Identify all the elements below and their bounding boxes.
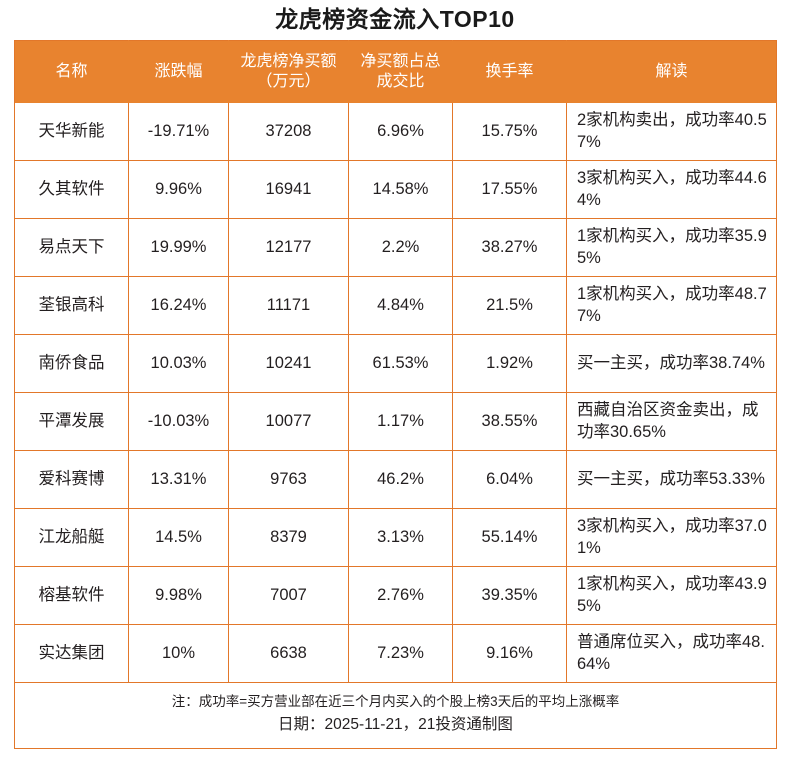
cell-name: 江龙船艇 bbox=[14, 508, 129, 567]
column-header-net-ratio: 净买额占总成交比 bbox=[348, 40, 453, 103]
cell-name: 荃银高科 bbox=[14, 276, 129, 335]
table-row: 南侨食品 10.03% 10241 61.53% 1.92% 买一主买，成功率3… bbox=[14, 334, 777, 393]
cell-name: 南侨食品 bbox=[14, 334, 129, 393]
table-row: 平潭发展 -10.03% 10077 1.17% 38.55% 西藏自治区资金卖… bbox=[14, 392, 777, 451]
cell-change: 19.99% bbox=[128, 218, 229, 277]
cell-change: 9.98% bbox=[128, 566, 229, 625]
table-row: 久其软件 9.96% 16941 14.58% 17.55% 3家机构买入，成功… bbox=[14, 160, 777, 219]
table-row: 榕基软件 9.98% 7007 2.76% 39.35% 1家机构买入，成功率4… bbox=[14, 566, 777, 625]
cell-note: 1家机构买入，成功率43.95% bbox=[566, 566, 777, 625]
cell-note: 3家机构买入，成功率37.01% bbox=[566, 508, 777, 567]
cell-net-buy: 9763 bbox=[228, 450, 349, 509]
lhb-table: 名称 涨跌幅 龙虎榜净买额（万元） 净买额占总成交比 换手率 解读 天华新能 -… bbox=[14, 40, 777, 750]
cell-net-ratio: 61.53% bbox=[348, 334, 453, 393]
cell-name: 爱科赛博 bbox=[14, 450, 129, 509]
table-header: 名称 涨跌幅 龙虎榜净买额（万元） 净买额占总成交比 换手率 解读 bbox=[14, 40, 777, 103]
cell-turnover: 9.16% bbox=[452, 624, 567, 683]
cell-turnover: 55.14% bbox=[452, 508, 567, 567]
cell-change: -19.71% bbox=[128, 102, 229, 161]
column-header-turnover: 换手率 bbox=[452, 40, 567, 103]
header-row: 名称 涨跌幅 龙虎榜净买额（万元） 净买额占总成交比 换手率 解读 bbox=[14, 40, 777, 103]
cell-net-buy: 10241 bbox=[228, 334, 349, 393]
cell-net-buy: 37208 bbox=[228, 102, 349, 161]
cell-change: 13.31% bbox=[128, 450, 229, 509]
cell-note: 1家机构买入，成功率48.77% bbox=[566, 276, 777, 335]
cell-net-buy: 12177 bbox=[228, 218, 349, 277]
table-row: 荃银高科 16.24% 11171 4.84% 21.5% 1家机构买入，成功率… bbox=[14, 276, 777, 335]
cell-turnover: 6.04% bbox=[452, 450, 567, 509]
cell-turnover: 17.55% bbox=[452, 160, 567, 219]
footer-note: 注：成功率=买方营业部在近三个月内买入的个股上榜3天后的平均上涨概率 bbox=[171, 694, 620, 710]
cell-net-ratio: 46.2% bbox=[348, 450, 453, 509]
cell-net-ratio: 14.58% bbox=[348, 160, 453, 219]
cell-note: 1家机构买入，成功率35.95% bbox=[566, 218, 777, 277]
cell-net-buy: 10077 bbox=[228, 392, 349, 451]
cell-turnover: 1.92% bbox=[452, 334, 567, 393]
cell-net-buy: 16941 bbox=[228, 160, 349, 219]
cell-net-ratio: 4.84% bbox=[348, 276, 453, 335]
cell-net-ratio: 3.13% bbox=[348, 508, 453, 567]
table-row: 江龙船艇 14.5% 8379 3.13% 55.14% 3家机构买入，成功率3… bbox=[14, 508, 777, 567]
cell-turnover: 15.75% bbox=[452, 102, 567, 161]
cell-name: 榕基软件 bbox=[14, 566, 129, 625]
cell-name: 平潭发展 bbox=[14, 392, 129, 451]
cell-name: 实达集团 bbox=[14, 624, 129, 683]
footer-row: 注：成功率=买方营业部在近三个月内买入的个股上榜3天后的平均上涨概率 日期：20… bbox=[14, 682, 777, 749]
cell-net-ratio: 2.76% bbox=[348, 566, 453, 625]
cell-change: -10.03% bbox=[128, 392, 229, 451]
table-row: 爱科赛博 13.31% 9763 46.2% 6.04% 买一主买，成功率53.… bbox=[14, 450, 777, 509]
column-header-note: 解读 bbox=[566, 40, 777, 103]
footer-source: 日期：2025-11-21，21投资通制图 bbox=[278, 716, 513, 734]
column-header-name: 名称 bbox=[14, 40, 129, 103]
cell-change: 9.96% bbox=[128, 160, 229, 219]
cell-net-ratio: 2.2% bbox=[348, 218, 453, 277]
cell-note: 3家机构买入，成功率44.64% bbox=[566, 160, 777, 219]
cell-note: 2家机构卖出，成功率40.57% bbox=[577, 110, 767, 151]
cell-net-buy: 7007 bbox=[228, 566, 349, 625]
table-row: 易点天下 19.99% 12177 2.2% 38.27% 1家机构买入，成功率… bbox=[14, 218, 777, 277]
column-header-net-buy: 龙虎榜净买额（万元） bbox=[228, 40, 349, 103]
table-footer: 注：成功率=买方营业部在近三个月内买入的个股上榜3天后的平均上涨概率 日期：20… bbox=[14, 682, 777, 749]
cell-net-ratio: 1.17% bbox=[348, 392, 453, 451]
cell-change: 10% bbox=[128, 624, 229, 683]
cell-net-buy: 8379 bbox=[228, 508, 349, 567]
page-title: 龙虎榜资金流入TOP10 bbox=[275, 6, 515, 32]
cell-net-ratio: 6.96% bbox=[348, 102, 453, 161]
table-body: 天华新能 -19.71% 37208 6.96% 15.75% 2家机构卖出，成… bbox=[14, 102, 777, 683]
table-row: 天华新能 -19.71% 37208 6.96% 15.75% 2家机构卖出，成… bbox=[14, 102, 777, 161]
cell-name: 易点天下 bbox=[14, 218, 129, 277]
cell-change: 14.5% bbox=[128, 508, 229, 567]
cell-note: 西藏自治区资金卖出，成功率30.65% bbox=[566, 392, 777, 451]
cell-net-buy: 11171 bbox=[228, 276, 349, 335]
cell-net-buy: 6638 bbox=[228, 624, 349, 683]
cell-name: 天华新能 bbox=[14, 102, 129, 161]
table-row: 实达集团 10% 6638 7.23% 9.16% 普通席位买入，成功率48.6… bbox=[14, 624, 777, 683]
cell-change: 10.03% bbox=[128, 334, 229, 393]
footer-cell: 注：成功率=买方营业部在近三个月内买入的个股上榜3天后的平均上涨概率 日期：20… bbox=[14, 682, 777, 749]
cell-turnover: 39.35% bbox=[452, 566, 567, 625]
cell-turnover: 38.27% bbox=[452, 218, 567, 277]
table-container: 名称 涨跌幅 龙虎榜净买额（万元） 净买额占总成交比 换手率 解读 天华新能 -… bbox=[14, 40, 777, 750]
cell-turnover: 38.55% bbox=[452, 392, 567, 451]
column-header-change: 涨跌幅 bbox=[128, 40, 229, 103]
cell-change: 16.24% bbox=[128, 276, 229, 335]
cell-name: 久其软件 bbox=[14, 160, 129, 219]
cell-note: 普通席位买入，成功率48.64% bbox=[566, 624, 777, 683]
cell-turnover: 21.5% bbox=[452, 276, 567, 335]
cell-note: 买一主买，成功率38.74% bbox=[566, 334, 777, 393]
cell-note: 买一主买，成功率53.33% bbox=[566, 450, 777, 509]
cell-net-ratio: 7.23% bbox=[348, 624, 453, 683]
